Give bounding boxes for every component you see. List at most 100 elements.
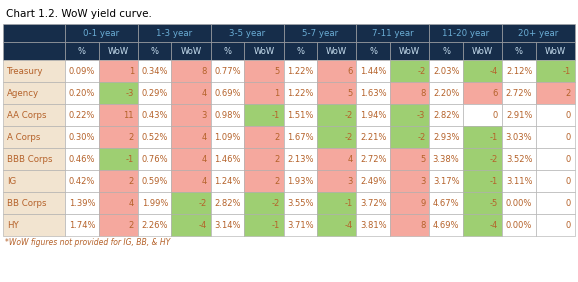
Text: 2: 2: [275, 177, 280, 186]
Text: 2.12%: 2.12%: [506, 67, 532, 76]
Bar: [284, 60, 317, 82]
Bar: [357, 170, 390, 192]
Bar: [65, 104, 98, 126]
Text: %: %: [442, 47, 450, 56]
Bar: [244, 214, 284, 236]
Text: 3: 3: [347, 177, 353, 186]
Bar: [211, 104, 244, 126]
Text: 0.76%: 0.76%: [142, 155, 168, 164]
Text: -1: -1: [272, 111, 280, 120]
Bar: [3, 126, 65, 148]
Text: 1.63%: 1.63%: [360, 89, 387, 98]
Bar: [3, 148, 65, 170]
Bar: [429, 148, 463, 170]
Text: 0: 0: [566, 111, 571, 120]
Text: 0: 0: [493, 111, 498, 120]
Text: 1.46%: 1.46%: [214, 155, 241, 164]
Bar: [536, 104, 575, 126]
Text: 0.43%: 0.43%: [142, 111, 168, 120]
Text: 1.51%: 1.51%: [287, 111, 314, 120]
Text: -1: -1: [272, 221, 280, 230]
Bar: [138, 24, 211, 42]
Text: WoW: WoW: [326, 47, 347, 56]
Text: -1: -1: [563, 67, 571, 76]
Bar: [357, 126, 390, 148]
Text: 1.09%: 1.09%: [214, 133, 241, 142]
Text: -2: -2: [417, 133, 425, 142]
Text: 2.03%: 2.03%: [433, 67, 460, 76]
Bar: [463, 60, 502, 82]
Bar: [502, 126, 536, 148]
Bar: [317, 192, 357, 214]
Text: 8: 8: [420, 89, 425, 98]
Bar: [138, 126, 171, 148]
Bar: [65, 192, 98, 214]
Bar: [357, 214, 390, 236]
Text: 0.20%: 0.20%: [69, 89, 95, 98]
Text: 4.69%: 4.69%: [433, 221, 460, 230]
Text: -1: -1: [125, 155, 134, 164]
Text: 3-5 year: 3-5 year: [229, 28, 265, 38]
Bar: [211, 148, 244, 170]
Text: 0.59%: 0.59%: [142, 177, 168, 186]
Bar: [502, 170, 536, 192]
Bar: [98, 82, 138, 104]
Text: 1.24%: 1.24%: [214, 177, 241, 186]
Bar: [3, 60, 65, 82]
Text: 1.22%: 1.22%: [287, 89, 314, 98]
Bar: [171, 126, 211, 148]
Text: 1.44%: 1.44%: [360, 67, 387, 76]
Text: 2.93%: 2.93%: [433, 133, 460, 142]
Bar: [536, 148, 575, 170]
Bar: [536, 42, 575, 60]
Bar: [138, 42, 171, 60]
Text: 0: 0: [566, 133, 571, 142]
Text: -2: -2: [272, 199, 280, 208]
Bar: [502, 214, 536, 236]
Text: -1: -1: [490, 133, 498, 142]
Text: WoW: WoW: [108, 47, 129, 56]
Bar: [98, 192, 138, 214]
Text: -2: -2: [344, 133, 353, 142]
Bar: [211, 24, 284, 42]
Text: -4: -4: [490, 221, 498, 230]
Text: %: %: [297, 47, 305, 56]
Bar: [536, 170, 575, 192]
Text: WoW: WoW: [399, 47, 420, 56]
Text: 3: 3: [420, 177, 425, 186]
Bar: [502, 82, 536, 104]
Bar: [357, 24, 429, 42]
Bar: [138, 60, 171, 82]
Bar: [390, 192, 429, 214]
Bar: [65, 60, 98, 82]
Text: WoW: WoW: [472, 47, 493, 56]
Bar: [284, 126, 317, 148]
Text: 3.55%: 3.55%: [287, 199, 314, 208]
Text: 3.38%: 3.38%: [433, 155, 460, 164]
Bar: [317, 104, 357, 126]
Text: 2: 2: [129, 133, 134, 142]
Bar: [502, 192, 536, 214]
Text: 6: 6: [347, 67, 353, 76]
Bar: [171, 82, 211, 104]
Bar: [98, 148, 138, 170]
Bar: [390, 82, 429, 104]
Bar: [244, 192, 284, 214]
Text: -1: -1: [344, 199, 353, 208]
Text: %: %: [151, 47, 158, 56]
Text: 4: 4: [129, 199, 134, 208]
Bar: [244, 42, 284, 60]
Bar: [284, 192, 317, 214]
Text: 2: 2: [275, 155, 280, 164]
Text: WoW: WoW: [180, 47, 202, 56]
Bar: [429, 104, 463, 126]
Bar: [502, 24, 575, 42]
Text: 2: 2: [129, 221, 134, 230]
Bar: [463, 104, 502, 126]
Text: %: %: [515, 47, 523, 56]
Text: 3.14%: 3.14%: [214, 221, 241, 230]
Text: WoW: WoW: [253, 47, 275, 56]
Bar: [171, 148, 211, 170]
Text: 5: 5: [275, 67, 280, 76]
Bar: [138, 192, 171, 214]
